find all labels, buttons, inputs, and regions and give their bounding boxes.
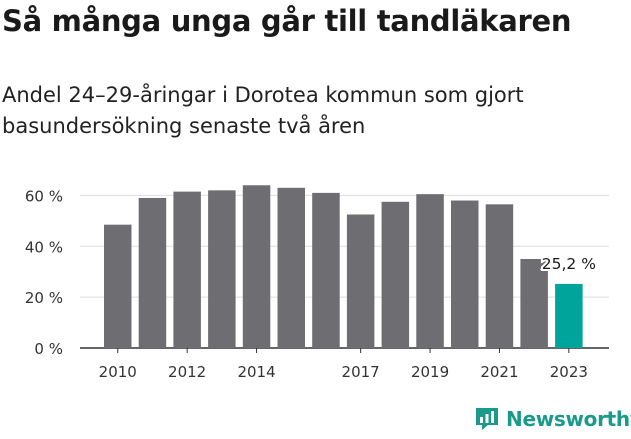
y-tick-label: 60 % [25, 187, 63, 205]
bar-2017 [346, 214, 375, 348]
x-axis-labels: 2010 2012 2014 2017 2019 2021 2023 [99, 348, 588, 381]
x-tick-label: 2023 [550, 363, 588, 381]
bar-2018 [381, 201, 410, 348]
annotations: 25,2 % [540, 253, 598, 275]
bar-2021 [485, 204, 514, 348]
chart-subtitle: Andel 24–29-åringar i Dorotea kommun som… [2, 83, 524, 138]
bar-2013 [208, 190, 236, 348]
x-tick-label: 2014 [237, 363, 275, 381]
bar-2023 [555, 283, 583, 348]
bar-2010 [104, 224, 132, 348]
bar-2014 [242, 185, 271, 348]
y-tick-label: 20 % [25, 289, 63, 307]
bar-2016 [312, 192, 340, 348]
x-tick-label: 2021 [480, 363, 518, 381]
bars [104, 185, 583, 348]
bar-2020 [451, 200, 479, 348]
x-tick-label: 2012 [168, 363, 206, 381]
newsworthy-logo: Newsworthy [474, 406, 631, 432]
bar-chart: 0 % 20 % 40 % 60 % 2010 2012 2014 2017 2019 2021… [25, 185, 609, 381]
highlight-value-label: 25,2 % [542, 255, 596, 273]
bar-2022 [520, 259, 548, 348]
chart-title: Så många unga går till tandläkaren [2, 4, 572, 38]
x-tick-label: 2017 [342, 363, 380, 381]
x-tick-label: 2019 [411, 363, 449, 381]
bar-2019 [416, 194, 444, 348]
y-tick-label: 40 % [25, 238, 63, 256]
bar-2012 [173, 191, 201, 348]
newsworthy-logo-icon [476, 408, 498, 430]
x-tick-label: 2010 [99, 363, 137, 381]
bar-2015 [277, 187, 305, 348]
newsworthy-logo-text: Newsworthy [506, 407, 631, 431]
bar-2011 [138, 197, 167, 348]
y-axis-labels: 0 % 20 % 40 % 60 % [25, 187, 63, 358]
y-tick-label: 0 % [34, 340, 63, 358]
